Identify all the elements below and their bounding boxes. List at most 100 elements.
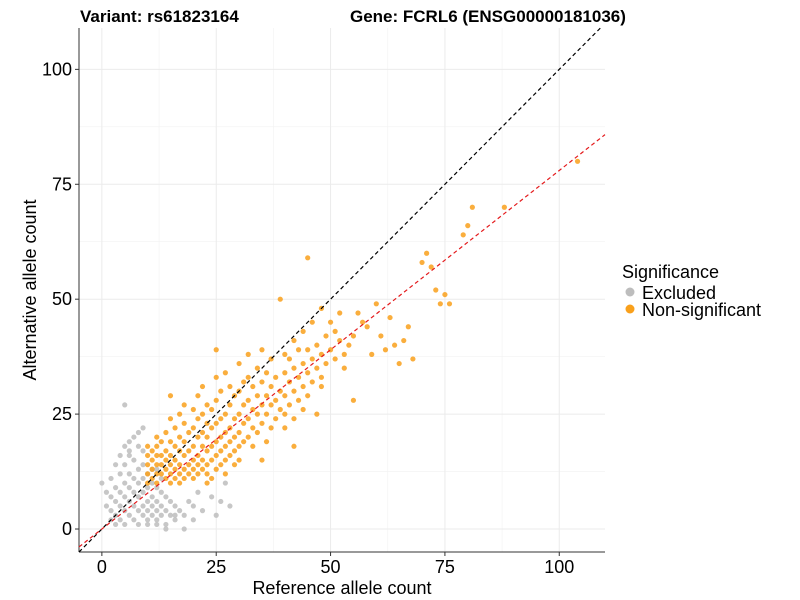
point-excluded [154,485,160,491]
point-non-significant [282,351,288,357]
point-non-significant [167,480,174,486]
point-non-significant [241,402,247,408]
point-non-significant [227,452,233,459]
point-non-significant [236,360,242,367]
point-non-significant [158,471,164,477]
point-non-significant [300,406,306,413]
point-non-significant [378,333,384,339]
point-non-significant [291,337,297,344]
point-non-significant [259,402,265,408]
point-excluded [158,503,164,509]
point-non-significant [295,374,302,380]
point-excluded [172,512,178,518]
point-excluded [140,475,146,482]
point-excluded [140,462,146,468]
point-non-significant [259,379,265,385]
point-non-significant [172,475,178,482]
point-excluded [158,512,164,518]
point-non-significant [145,462,151,468]
point-excluded [149,503,155,509]
point-non-significant [300,328,306,334]
point-non-significant [218,416,224,422]
point-non-significant [273,416,279,422]
legend-swatch-non-significant [625,304,635,314]
point-excluded [149,494,155,500]
title-variant: Variant: rs61823164 [80,7,239,26]
point-non-significant [231,416,238,422]
point-non-significant [282,370,288,376]
point-non-significant [227,402,233,408]
point-excluded [163,521,169,528]
point-non-significant [291,416,297,422]
reference-lines [78,27,606,553]
point-non-significant [401,337,407,344]
point-excluded [135,521,142,528]
point-non-significant [172,457,178,463]
point-excluded [112,485,119,491]
point-non-significant [167,393,174,399]
point-non-significant [254,393,260,399]
point-excluded [117,452,123,459]
point-excluded [117,489,123,495]
point-non-significant [305,393,311,399]
point-non-significant [204,402,210,408]
point-excluded [122,443,128,449]
y-tick-label: 0 [62,519,72,539]
point-non-significant [263,370,270,376]
point-non-significant [167,416,174,422]
point-non-significant [305,370,311,376]
point-non-significant [291,443,297,449]
point-non-significant [410,356,416,362]
legend-label-excluded: Excluded [642,283,716,303]
point-non-significant [190,406,196,413]
point-non-significant [355,310,361,316]
point-non-significant [318,374,325,380]
point-excluded [126,452,132,459]
point-non-significant [199,457,206,463]
point-non-significant [149,457,155,463]
point-non-significant [195,416,201,422]
legend-label-non-significant: Non-significant [642,300,761,320]
point-non-significant [222,411,228,417]
point-non-significant [190,466,196,472]
point-excluded [163,508,169,514]
point-non-significant [433,287,439,293]
point-non-significant [195,462,201,468]
y-tick-label: 100 [42,59,72,79]
legend: Significance Excluded Non-significant [622,262,761,320]
point-non-significant [181,402,187,408]
point-non-significant [245,416,251,422]
point-excluded [122,402,128,408]
point-non-significant [259,347,265,353]
point-non-significant [163,457,169,463]
point-non-significant [163,429,169,436]
point-excluded [149,480,155,486]
point-non-significant [277,406,283,413]
point-excluded [122,494,128,500]
point-excluded [218,498,224,505]
point-non-significant [154,462,160,468]
point-non-significant [145,443,151,449]
point-excluded [126,512,132,518]
point-non-significant [213,347,219,353]
point-non-significant [309,319,315,325]
point-non-significant [424,250,430,256]
point-excluded [126,485,132,491]
point-non-significant [273,397,279,403]
point-excluded [227,503,233,509]
point-non-significant [465,223,471,229]
point-non-significant [177,471,183,477]
point-excluded [158,489,164,495]
point-excluded [131,457,137,463]
point-excluded [154,517,160,523]
point-excluded [181,512,187,518]
point-non-significant [314,342,320,348]
point-excluded [135,429,142,436]
point-non-significant [209,457,215,463]
y-tick-label: 75 [52,174,72,194]
point-non-significant [574,158,581,164]
point-excluded [103,489,110,495]
point-non-significant [428,264,434,270]
point-non-significant [259,420,265,426]
